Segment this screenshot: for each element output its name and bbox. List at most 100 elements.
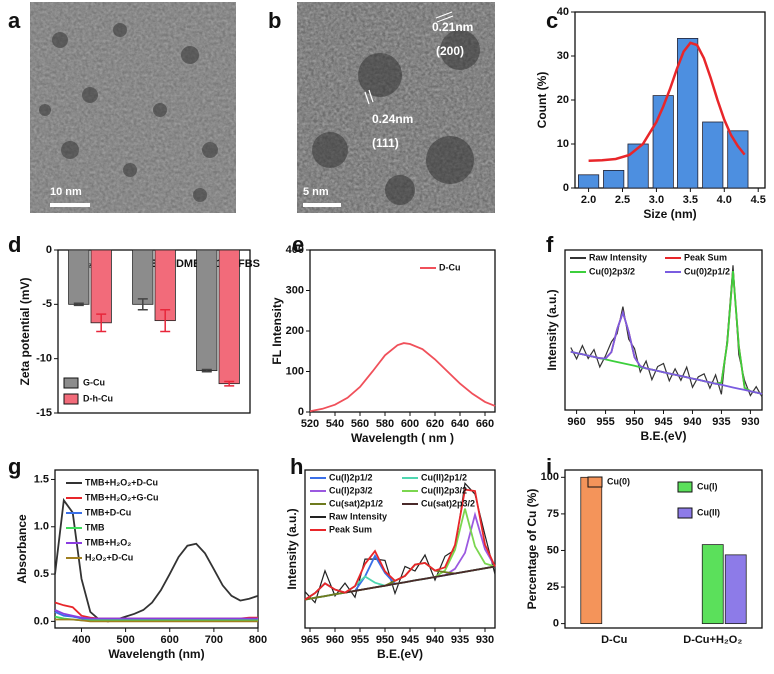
x-tick-label: 800 (249, 634, 267, 646)
series-line (309, 342, 496, 413)
category-label: DMEM+10%FBS (176, 258, 260, 270)
y-tick-label: 200 (286, 325, 304, 337)
legend-label: Cu(I) (697, 481, 718, 491)
x-tick-label: 935 (712, 416, 730, 428)
y-axis-label: Absorbance (15, 514, 29, 584)
panel-label: f (546, 232, 554, 257)
error-bar (73, 302, 84, 307)
x-tick-label: 930 (476, 634, 494, 646)
annotation: 0.24nm (372, 112, 413, 126)
series-line (570, 271, 763, 395)
annotation: 0.21nm (432, 20, 473, 34)
x-tick-label: 620 (426, 418, 444, 430)
plot-frame (54, 469, 259, 629)
y-axis-label: FL Intensity (270, 297, 284, 364)
legend-label: Cu(II)2p3/2 (421, 485, 467, 495)
x-tick-label: 600 (401, 418, 419, 430)
x-axis-label: Size (nm) (643, 207, 696, 221)
legend-label: Cu(0)2p1/2 (684, 266, 730, 276)
y-axis-label: Zeta potential (mV) (18, 277, 32, 385)
x-tick-label: 4.5 (751, 194, 766, 206)
x-tick-label: 950 (376, 634, 394, 646)
x-tick-label: 400 (72, 634, 90, 646)
legend-label: TMB+H₂O₂ (85, 537, 131, 547)
bar (218, 249, 240, 385)
error-bar (160, 309, 171, 333)
y-tick-label: 0 (46, 244, 52, 256)
fit-curve (588, 41, 746, 162)
legend-swatch (677, 507, 693, 519)
legend-label: Cu(I)2p1/2 (329, 472, 373, 482)
x-axis-label: B.E.(eV) (377, 647, 423, 661)
x-tick-label: 640 (451, 418, 469, 430)
y-tick-label: -5 (42, 298, 52, 310)
legend-label: Cu(0) (607, 476, 630, 486)
y-axis-label: Intensity (a.u.) (285, 508, 299, 589)
y-tick-label: 100 (286, 365, 304, 377)
legend-swatch (63, 377, 79, 389)
bar (196, 249, 218, 372)
particles (312, 30, 480, 205)
series-line (304, 508, 496, 601)
y-tick-label: 10 (557, 138, 569, 150)
bar (577, 174, 600, 189)
x-axis-label: Wavelength ( nm ) (351, 431, 454, 445)
annotation: (111) (372, 136, 399, 150)
x-tick-label: 520 (301, 418, 319, 430)
x-tick-label: 945 (401, 634, 419, 646)
y-tick-label: 50 (547, 544, 559, 556)
x-tick-label: 540 (326, 418, 344, 430)
category-label: D-Cu+H₂O₂ (683, 634, 742, 646)
x-tick-label: 950 (625, 416, 643, 428)
x-tick-label: 935 (451, 634, 469, 646)
legend-label: Cu(II) (697, 507, 720, 517)
y-tick-label: 25 (547, 581, 559, 593)
legend-label: TMB (85, 522, 105, 532)
bar (580, 476, 603, 625)
y-tick-label: 1.5 (34, 473, 49, 485)
legend-label: H₂O₂+D-Cu (85, 552, 133, 562)
panel-label: e (292, 232, 304, 257)
legend-label: Raw Intensity (329, 511, 387, 521)
legend-label: TMB+H₂O₂+G-Cu (85, 492, 159, 502)
x-tick-label: 4.0 (717, 194, 732, 206)
panel-label: d (8, 232, 21, 257)
bar (90, 249, 112, 324)
x-tick-label: 955 (351, 634, 369, 646)
plot-frame (564, 469, 763, 629)
y-axis-label: Percentage of Cu (%) (525, 489, 539, 610)
x-tick-label: 960 (326, 634, 344, 646)
legend-swatch (677, 481, 693, 493)
series-line (54, 609, 258, 620)
series-line (570, 309, 763, 395)
panel-label: h (290, 454, 303, 479)
bar (627, 143, 649, 189)
legend-label: Cu(sat)2p3/2 (421, 498, 475, 508)
series-line (304, 488, 496, 601)
x-axis-label: B.E.(eV) (640, 429, 686, 443)
y-tick-label: 75 (547, 508, 559, 520)
legend-label: Cu(0)2p3/2 (589, 266, 635, 276)
y-tick-label: 300 (286, 284, 304, 296)
legend-label: Cu(sat)2p1/2 (329, 498, 383, 508)
y-tick-label: -10 (36, 353, 52, 365)
panel-label: b (268, 8, 281, 33)
bar (677, 38, 699, 189)
y-axis-label: Count (%) (535, 72, 549, 129)
series-line (55, 618, 258, 623)
bar (727, 130, 749, 189)
series-line (570, 271, 763, 395)
bar (132, 249, 154, 305)
plot-frame (304, 469, 496, 629)
legend-label: G-Cu (83, 377, 105, 387)
legend-swatch (587, 476, 603, 488)
legend-label: Peak Sum (684, 252, 727, 262)
plot-frame (57, 249, 251, 414)
bar (702, 121, 724, 189)
legend-label: TMB+H₂O₂+D-Cu (85, 477, 158, 487)
error-bar (224, 380, 235, 387)
bar (701, 544, 724, 625)
error-bar (201, 368, 212, 373)
